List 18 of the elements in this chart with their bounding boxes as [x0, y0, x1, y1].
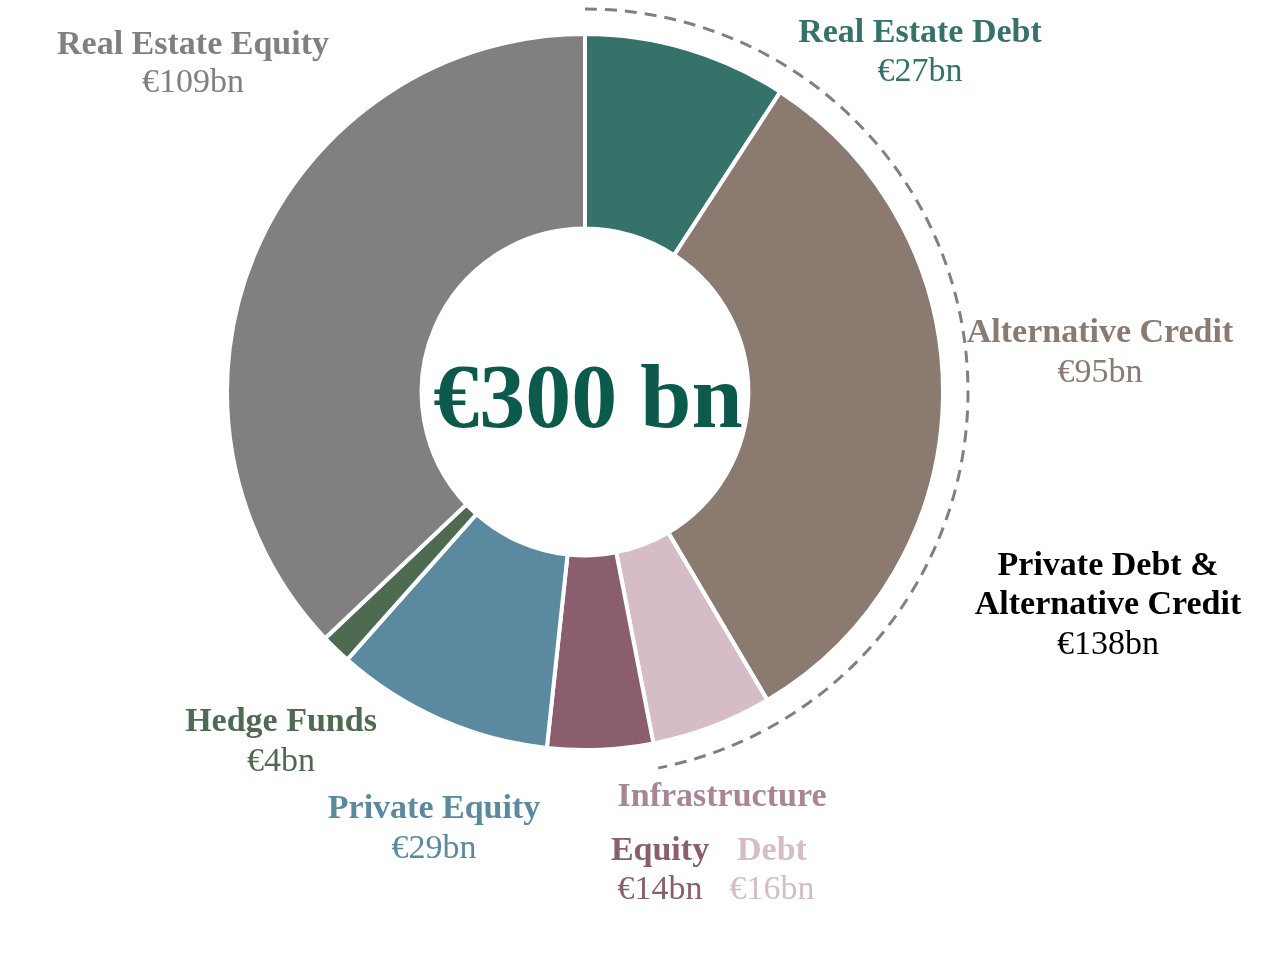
- data-label: €14bn: [617, 869, 703, 906]
- text: Infrastructure: [617, 776, 827, 813]
- slice-label: Real Estate Debt: [798, 12, 1043, 49]
- data-label: €109bn: [142, 62, 244, 99]
- data-label: €27bn: [877, 51, 963, 88]
- data-label: €4bn: [247, 741, 315, 778]
- slice-label: Private Equity: [327, 788, 541, 825]
- text: €138bn: [1057, 624, 1159, 661]
- slice-label: Alternative Credit: [966, 312, 1234, 349]
- slice-label: Hedge Funds: [185, 701, 377, 738]
- slice-label: Equity: [610, 830, 710, 867]
- slice-label: Real Estate Equity: [57, 24, 329, 61]
- text: €300 bn: [433, 345, 743, 447]
- data-label: €95bn: [1057, 352, 1143, 389]
- data-label: €16bn: [729, 869, 815, 906]
- data-label: €29bn: [391, 828, 477, 865]
- text: Private Debt & Alternative Credit: [974, 545, 1242, 621]
- slice-label: Debt: [737, 830, 808, 867]
